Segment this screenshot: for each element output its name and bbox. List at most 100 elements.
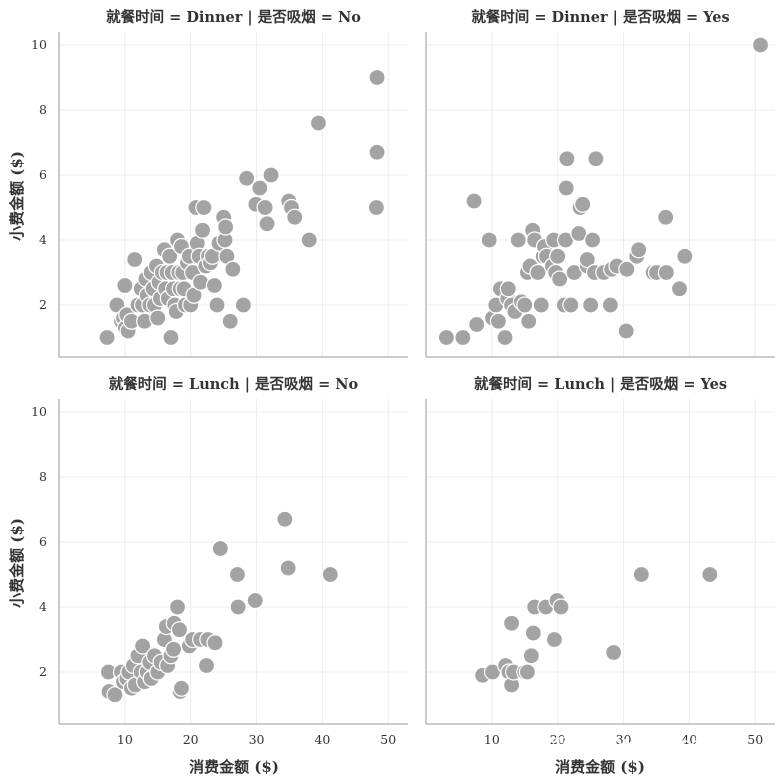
data-point: [480, 231, 498, 249]
data-point: [251, 179, 269, 197]
data-point: [532, 296, 550, 314]
data-point: [193, 221, 212, 239]
data-point: [562, 296, 580, 314]
data-point: [170, 621, 189, 639]
data-point: [524, 624, 542, 642]
y-tick-label: 4: [39, 599, 47, 614]
data-point: [574, 195, 592, 213]
data-point: [701, 565, 719, 584]
data-point: [234, 296, 252, 314]
watermark: 知乎 @python生物人: [527, 735, 733, 759]
data-point: [300, 231, 318, 249]
data-point: [545, 630, 564, 649]
data-point: [499, 280, 517, 298]
data-point: [229, 598, 247, 616]
data-point: [587, 150, 605, 168]
data-point: [228, 565, 247, 584]
data-point: [258, 215, 276, 233]
data-point: [168, 598, 187, 616]
x-tick-label: 40: [314, 732, 330, 747]
x-tick-label: 10: [484, 732, 500, 747]
data-point: [630, 241, 648, 259]
y-tick-label: 10: [31, 37, 47, 52]
x-tick-label: 40: [681, 732, 697, 747]
x-tick-label: 20: [183, 732, 199, 747]
data-point: [205, 276, 224, 295]
data-point: [238, 169, 256, 187]
data-point: [468, 315, 486, 334]
data-point: [149, 309, 167, 327]
x-axis-label-left: 消费金额 ($): [189, 758, 279, 776]
x-tick-label: 30: [616, 732, 632, 747]
data-point: [529, 263, 547, 282]
data-point: [522, 647, 540, 665]
facet-title: 就餐时间 = Dinner | 是否吸烟 = Yes: [471, 8, 729, 26]
data-point: [367, 198, 385, 217]
x-tick-label: 20: [550, 732, 566, 747]
data-point: [134, 637, 152, 655]
data-point: [172, 679, 191, 697]
data-point: [106, 686, 124, 704]
y-tick-label: 10: [31, 404, 47, 419]
data-point: [751, 36, 770, 54]
data-point: [670, 280, 689, 298]
facet-panel: 2 4 6 8 10 就餐时间 = Dinner | 是否吸烟 = No: [31, 8, 408, 358]
data-point: [632, 565, 650, 584]
data-point: [126, 250, 144, 269]
x-tick-label: 30: [249, 732, 265, 747]
data-point: [509, 231, 527, 249]
x-tick-label: 50: [747, 732, 763, 747]
x-axis-label-right: 消费金额 ($): [555, 758, 645, 776]
data-point: [321, 565, 339, 584]
data-point: [206, 634, 224, 652]
data-point: [454, 328, 472, 347]
y-axis-label-bottom: 小费金额 ($): [8, 518, 26, 608]
data-point: [503, 614, 521, 632]
data-point: [98, 328, 116, 347]
data-point: [368, 68, 386, 87]
data-point: [437, 328, 456, 347]
data-point: [582, 296, 600, 314]
data-point: [221, 312, 239, 330]
y-tick-label: 4: [39, 232, 47, 247]
data-point: [256, 198, 274, 217]
x-tick-label: 50: [380, 732, 396, 747]
y-tick-label: 8: [39, 469, 47, 484]
y-tick-label: 2: [39, 664, 47, 679]
data-point: [601, 296, 619, 314]
y-tick-label: 6: [39, 534, 47, 549]
data-point: [216, 218, 235, 236]
data-point: [557, 179, 575, 197]
facet-title: 就餐时间 = Lunch | 是否吸烟 = No: [109, 375, 359, 393]
data-point: [518, 663, 537, 681]
data-point: [465, 192, 483, 210]
x-tick-label: 10: [117, 732, 133, 747]
data-point: [657, 263, 675, 282]
facet-title: 就餐时间 = Dinner | 是否吸烟 = No: [106, 8, 361, 26]
facet-panel: 10 20 30 40 50 就餐时间 = Lunch | 是否吸烟 = Yes: [425, 375, 775, 747]
data-point: [578, 250, 596, 269]
data-point: [262, 166, 280, 184]
y-tick-label: 6: [39, 167, 47, 182]
data-point: [164, 640, 183, 658]
data-point: [570, 224, 588, 243]
data-point: [583, 231, 602, 249]
data-point: [246, 591, 264, 610]
data-point: [368, 143, 386, 161]
data-point: [676, 247, 694, 265]
data-point: [224, 260, 242, 278]
data-point: [558, 150, 576, 168]
data-point: [496, 328, 514, 347]
data-point: [549, 247, 567, 265]
data-point: [309, 114, 328, 132]
data-point: [286, 208, 304, 226]
data-point: [197, 656, 216, 675]
data-point: [657, 208, 675, 226]
data-point: [211, 539, 229, 558]
data-point: [552, 598, 570, 616]
y-tick-label: 2: [39, 297, 47, 312]
data-point: [520, 312, 538, 330]
data-point: [116, 276, 134, 295]
data-point: [161, 247, 179, 265]
facet-title: 就餐时间 = Lunch | 是否吸烟 = Yes: [474, 375, 727, 393]
